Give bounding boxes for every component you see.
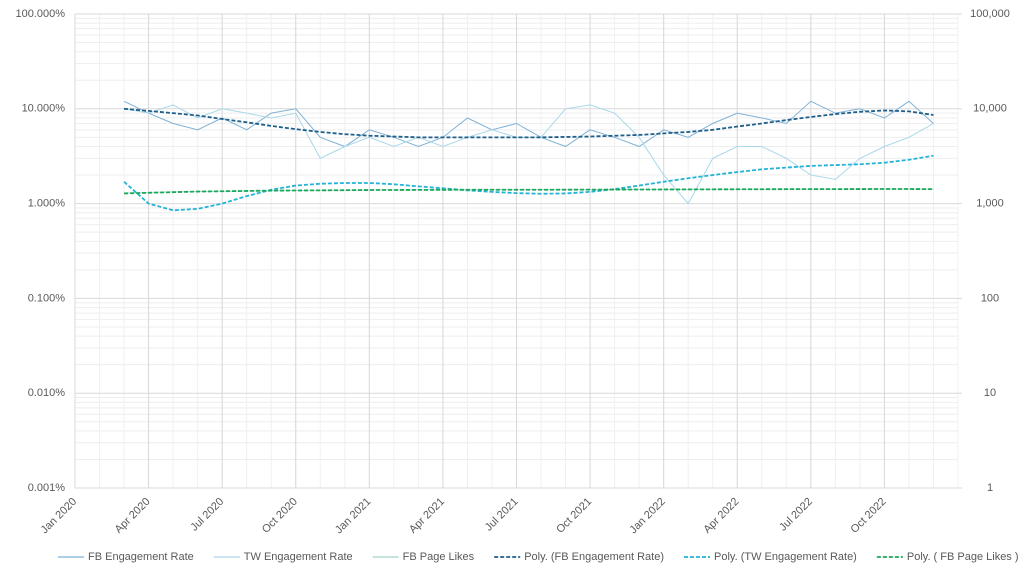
x-tick-label: Jul 2022 [777,496,815,534]
y-tick-label: 0.010% [28,387,66,399]
legend-label: FB Page Likes [403,551,475,563]
series-line [123,154,934,212]
x-tick-label: Oct 2021 [554,496,594,536]
series-line [123,107,934,139]
x-tick-label: Jul 2021 [483,496,521,534]
y2-tick-label: 100 [981,292,999,304]
y2-tick-label: 10,000 [973,103,1007,115]
legend-label: TW Engagement Rate [244,551,353,563]
y2-tick-label: 100,000 [970,8,1010,20]
legend-label: Poly. (TW Engagement Rate) [714,551,857,563]
x-tick-label: Apr 2020 [113,496,153,536]
y2-tick-label: 1,000 [976,198,1004,210]
series-line [123,100,934,148]
y-tick-label: 0.001% [28,482,66,494]
series-line [123,104,934,205]
y-tick-label: 1.000% [28,198,66,210]
x-tick-label: Jul 2020 [188,496,226,534]
y-tick-label: 100.000% [15,8,65,20]
legend-label: Poly. ( FB Page Likes ) [907,551,1019,563]
y-tick-label: 10.000% [22,103,66,115]
x-tick-label: Oct 2020 [260,496,300,536]
series-line [124,188,934,195]
legend-label: Poly. (FB Engagement Rate) [524,551,664,563]
x-tick-label: Oct 2022 [849,496,889,536]
y2-tick-label: 1 [987,482,993,494]
x-tick-label: Apr 2021 [407,496,447,536]
x-tick-label: Jan 2021 [333,496,373,536]
y-tick-label: 0.100% [28,292,66,304]
x-tick-label: Jan 2020 [39,496,79,536]
x-tick-label: Jan 2022 [627,496,667,536]
x-tick-label: Apr 2022 [701,496,741,536]
legend-label: FB Engagement Rate [88,551,194,563]
y2-tick-label: 10 [984,387,996,399]
